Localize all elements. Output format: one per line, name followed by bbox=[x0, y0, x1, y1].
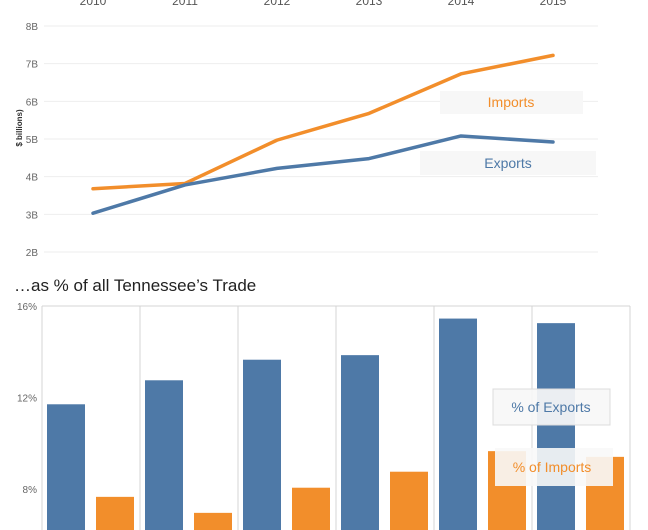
exports-legend-box bbox=[420, 151, 596, 175]
imports-line bbox=[91, 53, 555, 191]
line-chart-series bbox=[91, 53, 555, 215]
imports-pct-bar bbox=[292, 487, 330, 530]
x-tick-label: 2015 bbox=[540, 0, 567, 8]
imports-legend-box bbox=[440, 91, 583, 114]
exports-pct-bar bbox=[145, 380, 183, 530]
line-chart-legend: Imports Exports bbox=[420, 91, 596, 175]
y-tick-label: 7B bbox=[26, 60, 39, 71]
exports-pct-bar bbox=[341, 355, 379, 530]
line-chart-x-axis: 2010 2011 2012 2013 2014 2015 bbox=[80, 0, 567, 8]
imports-pct-bar bbox=[390, 471, 428, 530]
exports-legend-label: Exports bbox=[484, 155, 531, 171]
bar-chart-y-axis: 8% 12% 16% bbox=[17, 302, 37, 496]
x-tick-label: 2014 bbox=[448, 0, 475, 8]
y-tick-label: 16% bbox=[17, 302, 37, 313]
exports-pct-bar bbox=[47, 404, 85, 530]
y-tick-label: 8% bbox=[23, 485, 38, 496]
exports-pct-legend-label: % of Exports bbox=[511, 399, 590, 415]
y-tick-label: 4B bbox=[26, 173, 39, 184]
bar-chart-bars bbox=[47, 318, 624, 530]
x-tick-label: 2010 bbox=[80, 0, 107, 8]
exports-pct-bar bbox=[537, 323, 575, 530]
imports-pct-bar bbox=[96, 496, 134, 530]
imports-pct-bar bbox=[194, 512, 232, 530]
line-chart-y-axis: 2B 3B 4B 5B 6B 7B 8B bbox=[26, 22, 39, 259]
exports-pct-bar bbox=[243, 359, 281, 530]
x-tick-label: 2013 bbox=[356, 0, 383, 8]
bar-chart-legend: % of Exports % of Imports bbox=[492, 388, 613, 486]
bar-chart-title: …as % of all Tennessee’s Trade bbox=[14, 276, 256, 295]
imports-legend-label: Imports bbox=[488, 94, 535, 110]
y-axis-label: $ billions) bbox=[15, 109, 24, 147]
y-tick-label: 6B bbox=[26, 97, 39, 108]
exports-line bbox=[91, 134, 555, 215]
x-tick-label: 2012 bbox=[264, 0, 291, 8]
x-tick-label: 2011 bbox=[172, 0, 198, 8]
imports-pct-legend-box bbox=[495, 448, 613, 486]
y-tick-label: 5B bbox=[26, 135, 39, 146]
exports-pct-bar bbox=[439, 318, 477, 530]
exports-pct-legend-box bbox=[492, 388, 611, 426]
y-tick-label: 2B bbox=[26, 248, 39, 259]
imports-pct-legend-label: % of Imports bbox=[513, 459, 592, 475]
line-chart-gridlines bbox=[44, 25, 598, 253]
y-tick-label: 12% bbox=[17, 393, 37, 404]
y-tick-label: 3B bbox=[26, 210, 39, 221]
y-tick-label: 8B bbox=[26, 22, 39, 33]
